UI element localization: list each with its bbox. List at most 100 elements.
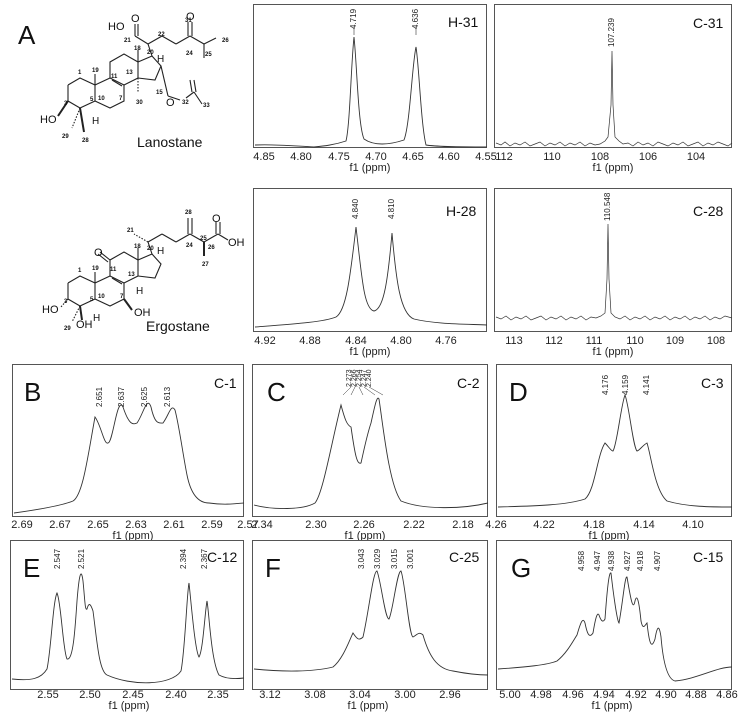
x-axis-ticks-h28: 4.92 4.88 4.84 4.80 4.76	[254, 335, 457, 347]
svg-text:20: 20	[147, 246, 154, 252]
x-axis-label: f1 (ppm)	[591, 700, 633, 712]
peak-label: 3.043	[357, 548, 366, 569]
svg-text:24: 24	[186, 243, 193, 249]
svg-text:19: 19	[92, 266, 99, 272]
svg-text:21: 21	[124, 38, 131, 44]
x-axis-ticks-c25: 3.12 3.08 3.04 3.00 2.96	[259, 689, 461, 701]
svg-text:13: 13	[126, 70, 133, 76]
peak-label: 4.810	[387, 198, 396, 219]
peak-label: 4.159	[621, 374, 630, 395]
svg-text:7: 7	[120, 294, 124, 300]
peak-label: 4.947	[593, 550, 602, 571]
svg-text:HO: HO	[108, 21, 125, 33]
x-axis-label: f1 (ppm)	[108, 700, 150, 712]
peak-label: 4.840	[351, 198, 360, 219]
peak-label: 4.927	[623, 550, 632, 571]
panel-letter-d: D	[509, 377, 528, 407]
svg-text:26: 26	[222, 38, 229, 44]
spectrum-c12-panel: 2.547 2.521 2.394 2.367 E C-12	[10, 540, 245, 690]
spectrum-c12-trace	[11, 573, 245, 684]
spectrum-c15-panel: 4.958 4.947 4.938 4.927 4.918 4.907 G C-…	[496, 540, 733, 690]
spectrum-h28-trace	[254, 226, 488, 328]
peak-label: 4.636	[411, 8, 420, 29]
x-axis-ticks-c1: 2.69 2.67 2.65 2.63 2.61 2.59 2.57	[11, 519, 259, 531]
x-axis-ticks-c2: 2.34 2.30 2.26 2.22 2.18	[251, 519, 474, 531]
spectrum-h31-panel: 4.719 4.636 H-31	[253, 4, 488, 148]
svg-text:1: 1	[78, 70, 82, 76]
spectrum-c2-panel: 2.273 2.266 2.254 2.247 2.240 C C-2	[252, 364, 489, 517]
svg-text:18: 18	[134, 244, 141, 250]
peak-label: 4.958	[577, 550, 586, 571]
peak-label: 4.907	[653, 550, 662, 571]
peak-label: 2.521	[77, 548, 86, 569]
svg-text:13: 13	[128, 272, 135, 278]
spectrum-c3-trace	[497, 393, 733, 508]
svg-text:O: O	[212, 213, 221, 225]
spectrum-c28-panel: 110.548 C-28	[494, 188, 733, 332]
svg-text:OH: OH	[134, 307, 151, 319]
x-axis-ticks-h31: 4.85 4.80 4.75 4.70 4.65 4.60 4.55	[253, 151, 497, 163]
svg-text:22: 22	[158, 32, 165, 38]
spectrum-title: C-2	[457, 375, 480, 391]
spectrum-title: C-1	[214, 375, 237, 391]
svg-text:20: 20	[147, 50, 154, 56]
svg-text:24: 24	[186, 51, 193, 57]
spectrum-title: C-31	[693, 15, 724, 31]
svg-text:OH: OH	[76, 319, 93, 331]
peak-label: 3.001	[406, 548, 415, 569]
x-axis-label: f1 (ppm)	[344, 530, 386, 542]
x-axis-ticks-c12: 2.55 2.50 2.45 2.40 2.35	[37, 689, 229, 701]
svg-text:5: 5	[90, 297, 94, 303]
spectrum-c25-panel: 3.043 3.029 3.015 3.001 F C-25	[252, 540, 489, 690]
spectrum-h31-trace	[254, 27, 488, 148]
spectrum-title: C-12	[207, 549, 238, 565]
peak-label: 2.613	[163, 386, 172, 407]
peak-label: 2.637	[117, 386, 126, 407]
spectrum-h28-panel: 4.840 4.810 H-28	[253, 188, 488, 332]
peak-label: 2.625	[140, 386, 149, 407]
panel-letter-a: A	[18, 20, 36, 50]
svg-text:O: O	[166, 97, 175, 109]
svg-text:33: 33	[203, 103, 210, 109]
svg-text:28: 28	[185, 210, 192, 216]
svg-text:10: 10	[98, 294, 105, 300]
spectrum-title: C-3	[701, 375, 724, 391]
svg-text:19: 19	[92, 68, 99, 74]
x-axis-ticks-c31: 112 110 108 106 104	[495, 151, 706, 163]
x-axis-label: f1 (ppm)	[588, 530, 630, 542]
panel-letter-f: F	[265, 553, 281, 583]
x-axis-ticks-c3: 4.26 4.22 4.18 4.14 4.10	[485, 519, 704, 531]
svg-text:H: H	[93, 313, 100, 324]
spectrum-title: C-28	[693, 203, 724, 219]
x-axis-ticks-c28: 113 112 111 110 109 108	[505, 335, 726, 347]
peak-label: 2.240	[366, 369, 373, 387]
svg-text:29: 29	[62, 134, 69, 140]
spectrum-c15-trace	[497, 572, 733, 682]
lanostane-label: Lanostane	[137, 134, 203, 150]
svg-text:OH: OH	[228, 237, 245, 249]
svg-text:3: 3	[64, 299, 68, 305]
peak-label: 2.651	[95, 386, 104, 407]
svg-text:27: 27	[202, 262, 209, 268]
spectrum-c1-trace	[13, 402, 245, 514]
svg-text:H: H	[136, 286, 143, 297]
peak-label: 3.029	[373, 548, 382, 569]
spectrum-c25-trace	[253, 570, 489, 676]
x-axis-label: f1 (ppm)	[592, 346, 634, 358]
panel-letter-c: C	[267, 377, 286, 407]
svg-text:H: H	[157, 246, 164, 257]
peak-label: 4.938	[607, 550, 616, 571]
peak-label: 3.015	[390, 548, 399, 569]
ergostane-label: Ergostane	[146, 318, 210, 334]
peak-label: 4.719	[349, 8, 358, 29]
x-axis-ticks-c15: 5.00 4.98 4.96 4.94 4.92 4.90 4.88 4.86	[499, 689, 738, 701]
svg-text:29: 29	[64, 326, 71, 332]
panel-letter-e: E	[23, 553, 41, 583]
svg-text:30: 30	[136, 100, 143, 106]
peak-label: 107.239	[607, 18, 616, 47]
svg-text:18: 18	[134, 46, 141, 52]
x-axis-label: f1 (ppm)	[347, 700, 389, 712]
svg-text:11: 11	[111, 74, 118, 80]
